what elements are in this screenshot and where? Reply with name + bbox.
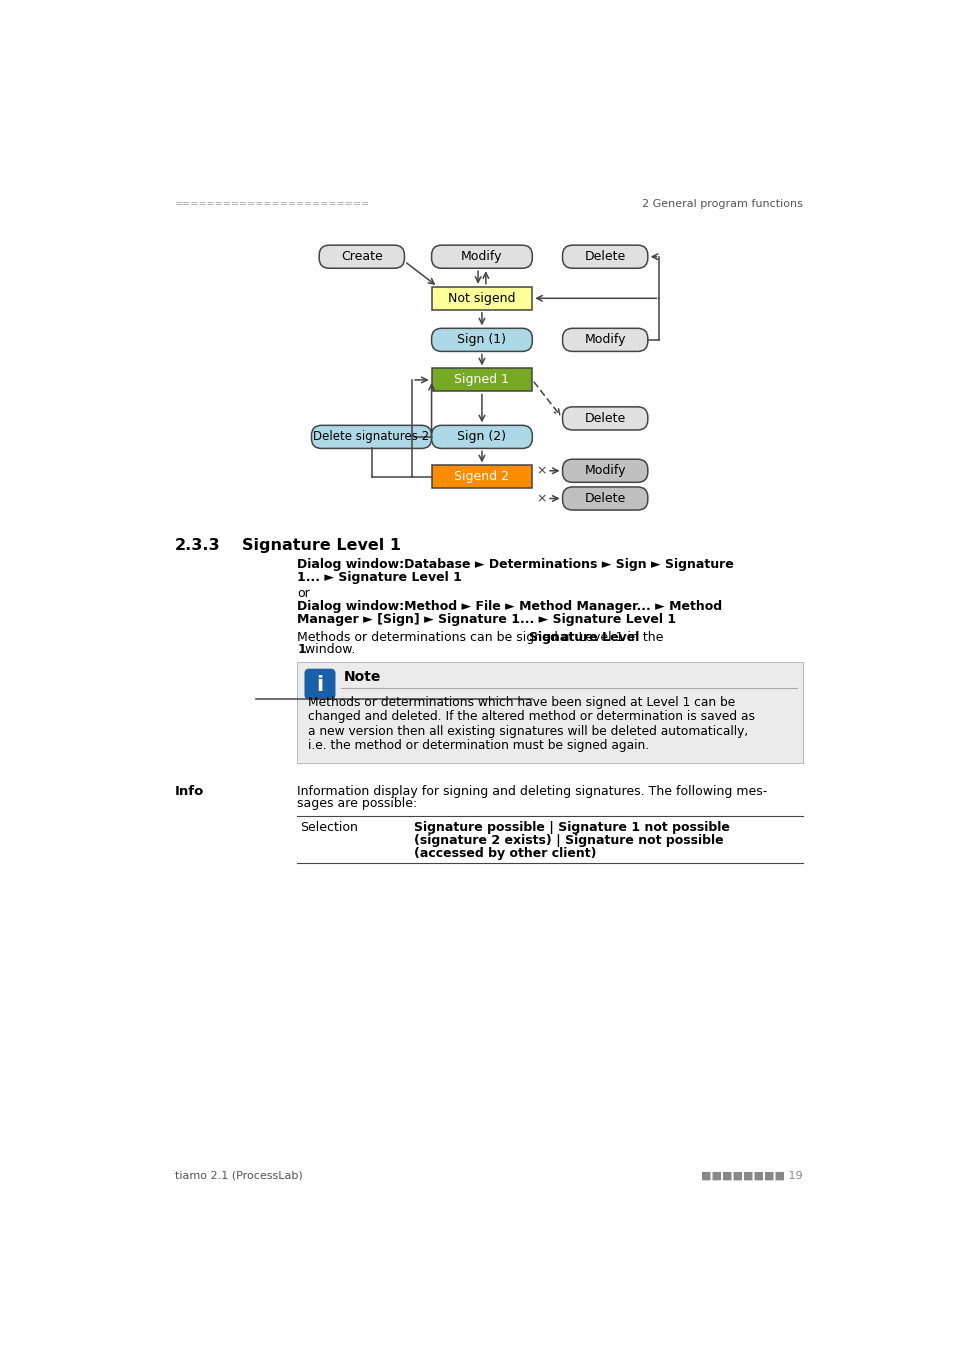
Bar xyxy=(431,466,532,489)
Text: Dialog window:Method ► File ► Method Manager... ► Method: Dialog window:Method ► File ► Method Man… xyxy=(297,601,721,613)
Text: (accessed by other client): (accessed by other client) xyxy=(414,848,596,860)
Text: ■■■■■■■■ 19: ■■■■■■■■ 19 xyxy=(700,1170,802,1181)
Text: changed and deleted. If the altered method or determination is saved as: changed and deleted. If the altered meth… xyxy=(308,710,755,724)
Text: (signature 2 exists) | Signature not possible: (signature 2 exists) | Signature not pos… xyxy=(414,834,722,848)
Text: Signed 1: Signed 1 xyxy=(454,374,509,386)
Text: Information display for signing and deleting signatures. The following mes-: Information display for signing and dele… xyxy=(297,784,767,798)
FancyBboxPatch shape xyxy=(311,425,431,448)
Text: 1... ► Signature Level 1: 1... ► Signature Level 1 xyxy=(297,571,462,583)
Text: Methods or determinations which have been signed at Level 1 can be: Methods or determinations which have bee… xyxy=(308,695,735,709)
Text: i.e. the method or determination must be signed again.: i.e. the method or determination must be… xyxy=(308,740,649,752)
Text: Selection: Selection xyxy=(300,821,358,834)
Text: or: or xyxy=(297,587,310,599)
Text: Methods or determinations can be signed at Level 1 in the: Methods or determinations can be signed … xyxy=(297,630,667,644)
FancyBboxPatch shape xyxy=(562,459,647,482)
Text: Delete: Delete xyxy=(584,491,625,505)
Text: 2.3.3: 2.3.3 xyxy=(174,537,220,552)
Text: Sign (1): Sign (1) xyxy=(457,333,506,347)
Text: Modify: Modify xyxy=(460,250,502,263)
Text: Modify: Modify xyxy=(584,333,625,347)
Text: Delete: Delete xyxy=(584,412,625,425)
Text: 1: 1 xyxy=(297,643,306,656)
Text: Create: Create xyxy=(340,250,382,263)
Text: Signature possible | Signature 1 not possible: Signature possible | Signature 1 not pos… xyxy=(414,821,729,834)
Text: Delete signatures 2: Delete signatures 2 xyxy=(314,431,429,443)
FancyBboxPatch shape xyxy=(431,328,532,351)
FancyBboxPatch shape xyxy=(562,328,647,351)
Text: Modify: Modify xyxy=(584,464,625,478)
Bar xyxy=(431,286,532,310)
Text: Signature Level 1: Signature Level 1 xyxy=(241,537,400,552)
Text: Sigend 2: Sigend 2 xyxy=(454,470,509,483)
FancyBboxPatch shape xyxy=(562,487,647,510)
FancyBboxPatch shape xyxy=(431,246,532,269)
FancyBboxPatch shape xyxy=(319,246,404,269)
FancyBboxPatch shape xyxy=(431,425,532,448)
Text: 2 General program functions: 2 General program functions xyxy=(641,198,802,209)
Text: tiamo 2.1 (ProcessLab): tiamo 2.1 (ProcessLab) xyxy=(174,1170,302,1181)
Text: i: i xyxy=(316,675,323,695)
Text: ×: × xyxy=(536,491,546,505)
Text: sages are possible:: sages are possible: xyxy=(297,798,417,810)
Text: window.: window. xyxy=(301,643,355,656)
Text: Sign (2): Sign (2) xyxy=(457,431,506,443)
Text: Note: Note xyxy=(344,670,381,684)
Text: ×: × xyxy=(536,464,546,478)
Text: Info: Info xyxy=(174,784,204,798)
Text: Delete: Delete xyxy=(584,250,625,263)
Text: a new version then all existing signatures will be deleted automatically,: a new version then all existing signatur… xyxy=(308,725,748,738)
Text: ========================: ======================== xyxy=(174,198,370,209)
Bar xyxy=(431,369,532,391)
Text: Signature Level: Signature Level xyxy=(528,630,639,644)
Text: Dialog window:Database ► Determinations ► Sign ► Signature: Dialog window:Database ► Determinations … xyxy=(297,558,734,571)
Bar xyxy=(297,662,802,763)
FancyBboxPatch shape xyxy=(562,246,647,269)
Text: Manager ► [Sign] ► Signature 1... ► Signature Level 1: Manager ► [Sign] ► Signature 1... ► Sign… xyxy=(297,613,676,626)
Text: Not sigend: Not sigend xyxy=(448,292,516,305)
FancyBboxPatch shape xyxy=(305,670,335,699)
FancyBboxPatch shape xyxy=(562,406,647,429)
